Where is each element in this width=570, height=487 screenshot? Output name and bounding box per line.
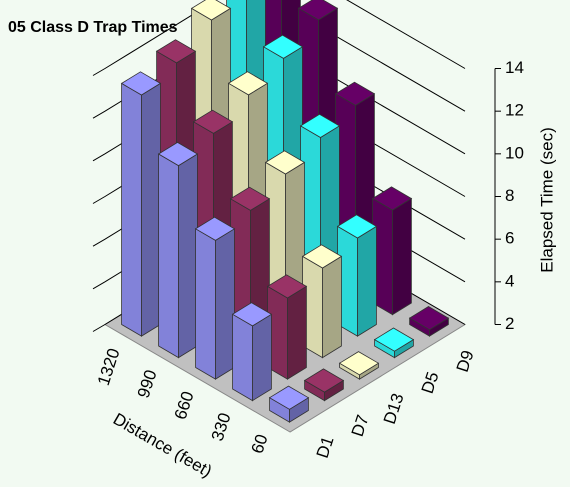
bar bbox=[268, 385, 310, 423]
bar bbox=[371, 186, 413, 316]
y-tick-label: 6 bbox=[505, 229, 514, 248]
bar-face bbox=[287, 285, 307, 380]
bar-top bbox=[338, 351, 380, 376]
bar bbox=[301, 244, 343, 359]
bar-top bbox=[297, 0, 339, 21]
bar-top bbox=[120, 71, 162, 96]
x-tick-label: 990 bbox=[134, 368, 161, 401]
bar-top bbox=[334, 81, 376, 106]
bar bbox=[303, 368, 345, 402]
bar-top bbox=[373, 327, 415, 352]
bar-face bbox=[357, 225, 377, 337]
bar-face bbox=[178, 153, 198, 359]
bar bbox=[408, 306, 450, 337]
y-tick-label: 2 bbox=[505, 314, 514, 333]
bar bbox=[373, 327, 415, 359]
y-tick-label: 4 bbox=[505, 271, 514, 290]
legend-label: D1 bbox=[313, 434, 338, 461]
bar-top bbox=[301, 244, 343, 269]
bar-top bbox=[264, 150, 306, 175]
bar bbox=[338, 351, 380, 380]
y-tick-label: 8 bbox=[505, 186, 514, 205]
x-tick-label: 60 bbox=[248, 432, 272, 456]
bar-top bbox=[299, 113, 341, 138]
bar-face bbox=[392, 197, 412, 316]
bar-face bbox=[195, 228, 216, 380]
bar-top bbox=[190, 0, 232, 21]
x-axis-title: Distance (feet) bbox=[110, 409, 215, 481]
bar bbox=[157, 141, 199, 359]
bar-top bbox=[371, 186, 413, 211]
bar-face bbox=[158, 153, 179, 359]
bar-top bbox=[155, 39, 197, 64]
legend-label: D13 bbox=[380, 391, 408, 427]
chart-title: 05 Class D Trap Times bbox=[8, 19, 178, 36]
y-axis-title: Elapsed Time (sec) bbox=[537, 127, 556, 273]
bar-top bbox=[266, 274, 308, 299]
bar-top bbox=[157, 141, 199, 167]
bar-top bbox=[194, 216, 236, 241]
legend-label: D7 bbox=[348, 413, 373, 440]
bar-top bbox=[262, 34, 304, 59]
bar-top bbox=[303, 368, 345, 393]
bar-face bbox=[121, 82, 142, 337]
legend-label: D9 bbox=[453, 348, 478, 375]
bar-top bbox=[231, 302, 273, 327]
y-tick-label: 14 bbox=[505, 58, 524, 77]
bar bbox=[336, 214, 378, 337]
bar-top bbox=[227, 71, 269, 96]
bar-top bbox=[336, 214, 378, 239]
bar-face bbox=[215, 228, 235, 380]
bar bbox=[194, 216, 236, 380]
bar-face bbox=[252, 313, 272, 402]
bar-top bbox=[229, 186, 271, 211]
y-tick-label: 10 bbox=[505, 143, 524, 162]
y-tick-label: 12 bbox=[505, 101, 524, 120]
bar-face bbox=[232, 313, 253, 402]
bar-top bbox=[192, 109, 234, 134]
bar bbox=[120, 71, 162, 337]
bar-top bbox=[408, 306, 450, 331]
bar bbox=[231, 302, 273, 402]
bar bbox=[266, 274, 308, 380]
bar-face bbox=[322, 255, 342, 359]
x-tick-label: 660 bbox=[171, 389, 198, 422]
x-tick-label: 330 bbox=[208, 411, 235, 444]
legend-label: D5 bbox=[418, 370, 443, 397]
bar-top bbox=[268, 385, 310, 410]
bar-face bbox=[141, 82, 161, 337]
x-tick-label: 1320 bbox=[94, 346, 124, 388]
